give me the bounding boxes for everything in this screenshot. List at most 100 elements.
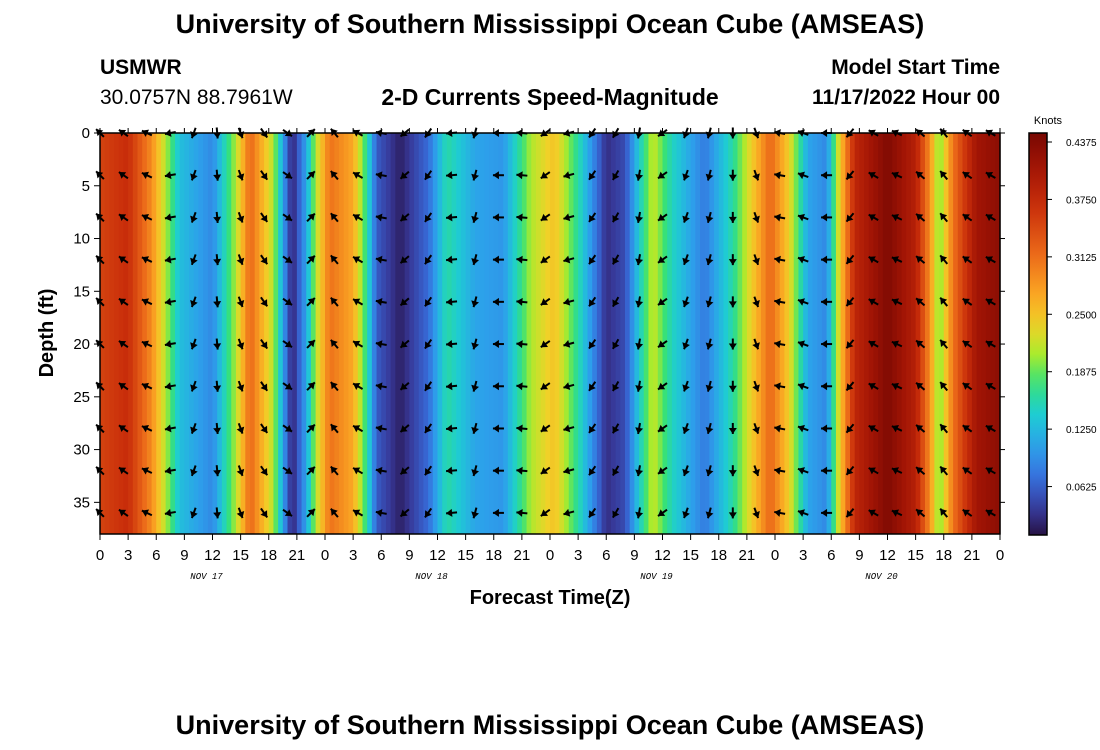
current-arrow — [891, 256, 903, 264]
heatmap-cell — [540, 133, 546, 534]
current-arrow — [260, 170, 269, 181]
arrow-head — [962, 509, 970, 517]
arrow-head — [821, 466, 828, 475]
current-arrow — [492, 213, 504, 222]
y-tick-label: 25 — [73, 389, 90, 406]
heatmap-cell — [943, 133, 950, 534]
current-arrow — [352, 382, 364, 390]
heatmap-cell — [723, 133, 729, 534]
current-arrow — [190, 338, 198, 350]
current-arrow — [705, 507, 714, 519]
current-arrow — [399, 381, 410, 391]
arrow-head — [118, 172, 127, 179]
current-arrow — [797, 424, 809, 433]
heatmap-cell — [676, 133, 682, 534]
arrow-head — [492, 466, 499, 475]
current-arrow — [939, 296, 949, 307]
arrow-head — [141, 298, 150, 306]
current-arrow — [891, 340, 903, 348]
current-arrow — [985, 171, 996, 179]
current-arrow — [492, 297, 504, 306]
arrow-head — [563, 255, 571, 264]
heatmap-cell — [634, 133, 640, 534]
arrow-head — [705, 342, 714, 350]
current-arrow — [190, 422, 198, 434]
arrow-head — [307, 171, 315, 179]
heatmap-cell — [925, 133, 931, 534]
arrow-head — [400, 256, 408, 264]
current-arrow — [868, 213, 879, 222]
current-arrow — [352, 340, 364, 348]
arrow-head — [940, 255, 948, 263]
current-arrow — [939, 381, 949, 392]
heatmap-cell — [981, 133, 987, 534]
current-arrow — [164, 171, 176, 180]
current-arrow — [492, 255, 504, 264]
heatmap-cell — [376, 133, 382, 534]
arrow-head — [705, 215, 714, 223]
current-arrow — [236, 380, 245, 392]
current-arrow — [236, 422, 245, 434]
arrow-head — [516, 213, 523, 222]
current-arrow — [141, 214, 153, 222]
arrow-head — [400, 340, 408, 348]
arrow-head — [635, 342, 644, 350]
arrow-head — [705, 258, 714, 265]
arrow-head — [797, 424, 805, 433]
arrow-head — [682, 215, 690, 223]
x-tick-label: 21 — [964, 547, 981, 564]
arrow-head — [446, 466, 453, 475]
arrow-head — [774, 382, 781, 391]
arrow-head — [353, 509, 361, 517]
heatmap-cell — [132, 133, 139, 534]
heatmap-cell — [193, 133, 200, 534]
arrow-head — [375, 340, 383, 349]
current-arrow — [375, 255, 387, 264]
current-arrow — [282, 213, 293, 222]
x-axis-label: Forecast Time(Z) — [470, 587, 631, 609]
current-arrow — [236, 465, 245, 477]
chart-title: 2-D Currents Speed-Magnitude — [381, 84, 719, 110]
y-axis-label: Depth (ft) — [36, 289, 58, 378]
current-arrow — [612, 296, 620, 308]
arrow-head — [540, 213, 549, 221]
heatmap-cell — [517, 133, 523, 534]
current-arrow — [141, 425, 153, 433]
current-arrow — [682, 507, 690, 519]
arrow-head — [985, 214, 994, 222]
arrow-head — [774, 213, 781, 222]
current-arrow — [705, 465, 714, 477]
arrow-head — [612, 383, 620, 392]
arrow-head — [330, 339, 338, 348]
current-arrow — [471, 254, 479, 266]
date-label: NOV 17 — [190, 572, 223, 582]
arrow-head — [284, 256, 293, 263]
heatmap-cell — [789, 133, 795, 534]
current-arrow — [492, 424, 504, 433]
current-arrow — [306, 466, 316, 476]
heatmap-cell — [521, 133, 528, 534]
current-arrow — [797, 340, 809, 348]
current-arrow — [563, 340, 575, 348]
current-arrow — [260, 381, 269, 392]
current-arrow — [236, 507, 245, 519]
model-start-value: 11/17/2022 Hour 00 — [812, 86, 1000, 109]
current-arrow — [540, 297, 551, 306]
current-arrow — [657, 255, 668, 264]
current-arrow — [821, 340, 833, 349]
current-arrow — [516, 297, 528, 306]
arrow-head — [353, 214, 361, 222]
arrow-head — [236, 300, 245, 308]
current-arrow — [682, 254, 690, 266]
arrow-head — [516, 297, 523, 306]
current-arrow — [682, 211, 690, 223]
current-arrow — [471, 169, 479, 181]
arrow-head — [589, 510, 596, 518]
arrow-head — [190, 257, 198, 265]
current-arrow — [845, 381, 855, 392]
arrow-head — [164, 424, 172, 433]
x-tick-label: 9 — [855, 547, 863, 564]
arrow-head — [236, 384, 245, 392]
x-tick-label: 0 — [321, 547, 329, 564]
heatmap-cell — [278, 133, 284, 534]
